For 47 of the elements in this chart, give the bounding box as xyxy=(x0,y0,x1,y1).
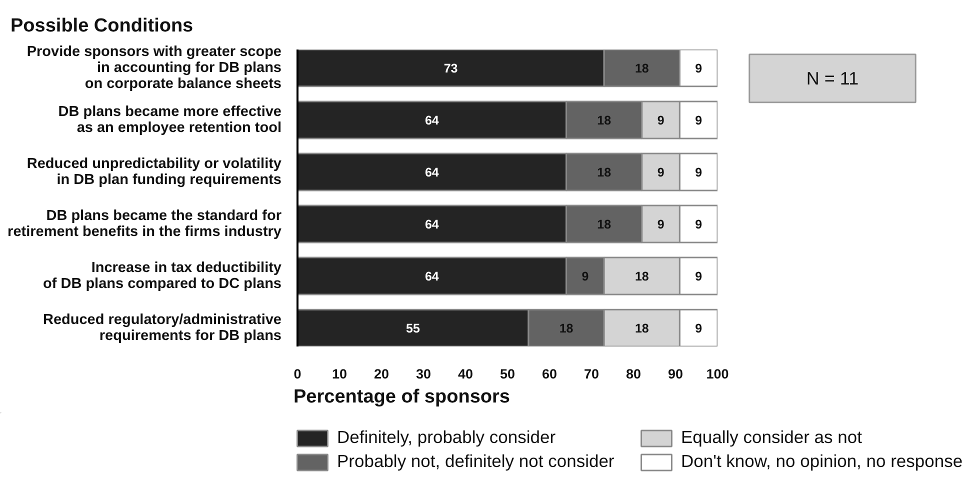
data-label: 18 xyxy=(559,322,574,336)
x-tick-label: 100 xyxy=(706,366,729,382)
x-tick-label: 40 xyxy=(458,366,474,382)
legend-label: Don't know, no opinion, no response xyxy=(681,451,964,472)
x-tick-label: 70 xyxy=(584,366,600,382)
x-tick-label: 30 xyxy=(416,366,432,382)
data-label: 64 xyxy=(424,165,439,180)
data-label: 9 xyxy=(657,218,664,232)
data-label: 64 xyxy=(424,270,439,284)
legend-label: Equally consider as not xyxy=(681,427,863,448)
x-axis-title: Percentage of sponsors xyxy=(294,386,510,408)
text: N = 11 xyxy=(806,68,859,88)
data-label: 18 xyxy=(634,61,649,76)
data-label: 55 xyxy=(406,322,420,336)
data-label: 9 xyxy=(695,322,702,336)
data-label: 18 xyxy=(597,218,612,232)
data-label: 9 xyxy=(657,113,664,128)
x-tick-label: 0 xyxy=(294,366,302,382)
x-tick-label: 60 xyxy=(542,366,558,382)
y-tick-label: DB plans became more effective as an employee retention tool xyxy=(58,104,282,136)
data-label: 18 xyxy=(597,113,612,128)
y-tick-label: Reduced regulatory/administrative requirements for DB plans xyxy=(42,312,282,344)
y-tick-label: Increase in tax deductibility of DB plans compared to DC plans xyxy=(43,260,282,292)
data-label: 9 xyxy=(695,165,702,180)
data-label: 18 xyxy=(597,165,612,180)
data-label: 73 xyxy=(444,61,458,76)
y-tick-label: Reduced unpredictability or volatility in DB plan funding requirements xyxy=(26,156,282,188)
x-tick-label: 10 xyxy=(332,366,348,382)
y-tick-label: DB plans became the standard for retirement benefits in the firms industry xyxy=(8,208,282,240)
data-label: 9 xyxy=(695,270,702,284)
x-tick-label: 20 xyxy=(374,366,390,382)
data-label: 9 xyxy=(695,218,702,232)
legend-label: Probably not, definitely not consider xyxy=(337,451,616,472)
legend-label: Definitely, probably consider xyxy=(337,427,557,448)
data-label: 64 xyxy=(424,113,439,128)
x-tick-label: 50 xyxy=(500,366,516,382)
data-label: 64 xyxy=(424,218,439,232)
x-tick-label: 90 xyxy=(668,366,684,382)
data-label: 9 xyxy=(657,165,664,180)
data-label: 18 xyxy=(634,322,649,336)
y-tick-label: Provide sponsors with greater scope in accounting for DB plans on corporate balance sheets xyxy=(26,44,282,92)
data-label: 9 xyxy=(695,113,702,128)
text: Possible Conditions xyxy=(10,16,194,36)
data-label: 9 xyxy=(695,61,702,76)
data-label: 9 xyxy=(582,270,589,284)
x-tick-label: 80 xyxy=(626,366,642,382)
data-label: 18 xyxy=(634,270,649,284)
